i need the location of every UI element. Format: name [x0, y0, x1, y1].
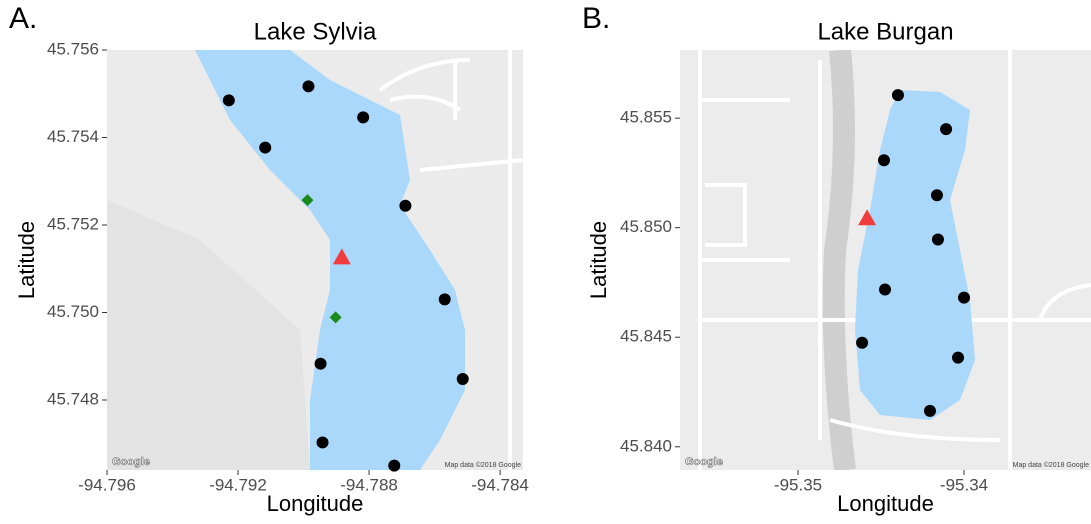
- point: [317, 436, 329, 448]
- x-tick-label: -94.784: [471, 475, 529, 494]
- y-tick-label: 45.756: [47, 39, 99, 58]
- chart-title: Lake Sylvia: [254, 18, 377, 45]
- x-axis-label: Longitude: [267, 491, 364, 516]
- map-attribution: Map data ©2018 Google: [445, 461, 521, 469]
- x-axis-label: Longitude: [837, 491, 934, 516]
- y-tick-label: 45.752: [47, 214, 99, 233]
- y-tick-label: 45.748: [47, 389, 99, 408]
- panel-label: B.: [582, 2, 610, 35]
- point: [879, 283, 891, 295]
- y-tick-label: 45.754: [47, 127, 99, 146]
- point: [223, 94, 235, 106]
- figure: A. Lake Sylvia Longitude Latitude -94.796 -94…: [0, 0, 1091, 519]
- y-tick-label: 45.855: [620, 108, 672, 127]
- point: [388, 460, 400, 472]
- point: [439, 293, 451, 305]
- x-tick-label: -94.796: [78, 475, 136, 494]
- x-tick-label: -95.35: [774, 475, 822, 494]
- point: [892, 89, 904, 101]
- point: [357, 111, 369, 123]
- point: [856, 337, 868, 349]
- y-tick-label: 45.750: [47, 302, 99, 321]
- map-b: [680, 50, 1091, 470]
- x-tick-label: -94.792: [209, 475, 267, 494]
- x-tick-label: -94.788: [340, 475, 398, 494]
- panel-label: A.: [9, 2, 37, 35]
- point: [259, 142, 271, 154]
- point: [932, 234, 944, 246]
- y-tick-label: 45.850: [620, 217, 672, 236]
- point: [940, 123, 952, 135]
- point: [931, 189, 943, 201]
- map-logo: Google: [685, 456, 723, 468]
- point: [958, 292, 970, 304]
- x-tick-label: -95.34: [940, 475, 988, 494]
- y-axis-label: Latitude: [14, 221, 39, 299]
- point: [878, 154, 890, 166]
- point: [399, 200, 411, 212]
- map-a: [107, 50, 523, 470]
- y-tick-label: 45.845: [620, 327, 672, 346]
- point: [315, 358, 327, 370]
- point: [302, 80, 314, 92]
- point: [952, 352, 964, 364]
- point: [457, 373, 469, 385]
- point: [924, 405, 936, 417]
- y-axis-label: Latitude: [586, 221, 611, 299]
- y-tick-label: 45.840: [620, 436, 672, 455]
- chart-title: Lake Burgan: [817, 18, 953, 45]
- map-attribution: Map data ©2018 Google: [1013, 461, 1089, 469]
- map-logo: Google: [112, 456, 150, 468]
